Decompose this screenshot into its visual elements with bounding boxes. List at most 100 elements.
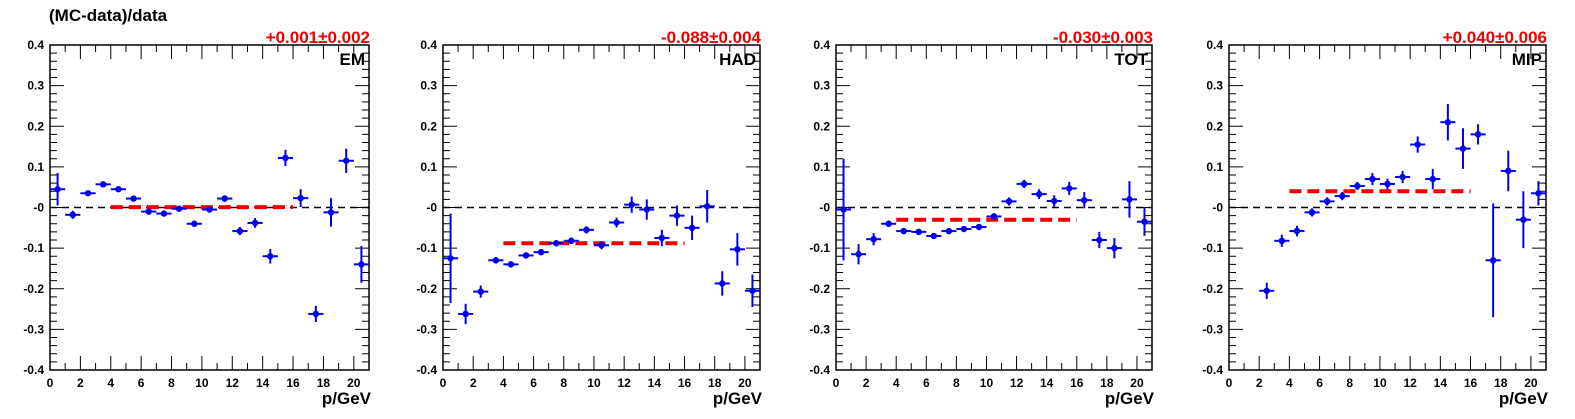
point-marker (598, 242, 605, 249)
y-tick-label: 0.1 (813, 160, 830, 174)
point-marker (870, 235, 877, 243)
point-marker (492, 257, 500, 264)
x-axis-label: p/GeV (713, 389, 763, 408)
point-marker (1369, 175, 1376, 183)
data-point (1319, 197, 1335, 206)
data-point (971, 223, 987, 231)
y-tick-label: 0.3 (420, 79, 437, 93)
data-point (866, 233, 882, 246)
x-tick-label: 2 (470, 376, 477, 390)
x-tick-label: 10 (195, 376, 209, 390)
point-marker (1111, 244, 1118, 252)
x-tick-label: 18 (317, 376, 331, 390)
panel-label: TOT (1114, 50, 1148, 69)
data-point (1485, 203, 1501, 318)
data-point (911, 228, 927, 236)
data-point (1136, 207, 1152, 236)
data-point (941, 227, 957, 235)
point-marker (358, 261, 365, 268)
point-marker (1096, 236, 1103, 244)
x-tick-label: 0 (833, 376, 840, 390)
x-tick-label: 16 (1070, 376, 1084, 390)
point-marker (1520, 216, 1527, 223)
point-marker (447, 255, 454, 262)
data-point (881, 220, 897, 227)
data-point (443, 213, 459, 303)
y-tick-label: 0.4 (813, 38, 830, 52)
y-tick-label: 0.3 (27, 79, 44, 93)
data-point (986, 213, 1002, 220)
y-tick-label: -0.4 (23, 363, 44, 377)
point-marker (1339, 192, 1346, 200)
data-point (1349, 181, 1365, 191)
y-tick-label: 0.1 (1206, 160, 1223, 174)
x-tick-label: 8 (1346, 376, 1353, 390)
data-point (1001, 197, 1017, 206)
data-point (125, 195, 142, 202)
y-tick-label: -0.1 (416, 241, 437, 255)
point-marker (69, 211, 76, 219)
point-marker (1444, 118, 1452, 126)
point-marker (477, 288, 484, 295)
data-point (1106, 237, 1122, 259)
x-tick-label: 20 (1524, 376, 1538, 390)
y-tick-label: -0.3 (1202, 322, 1223, 336)
point-marker (719, 280, 726, 287)
x-tick-label: 10 (587, 376, 601, 390)
point-marker (855, 251, 862, 258)
data-point (1440, 103, 1456, 141)
data-point (1500, 150, 1516, 192)
y-tick-label: -0.4 (416, 363, 437, 377)
data-point (1076, 192, 1092, 209)
point-marker (628, 201, 635, 208)
x-tick-label: 18 (1100, 376, 1114, 390)
data-point (171, 205, 187, 212)
data-point (1121, 181, 1137, 218)
x-tick-label: 16 (286, 376, 300, 390)
point-marker (1474, 131, 1482, 138)
y-tick-label: -0.2 (23, 282, 44, 296)
data-point (593, 241, 610, 250)
data-point (1530, 181, 1546, 206)
x-tick-label: 16 (1464, 376, 1478, 390)
data-point (926, 232, 942, 240)
point-marker (945, 227, 953, 235)
data-point (1046, 195, 1062, 207)
x-tick-label: 6 (138, 376, 145, 390)
data-point (201, 206, 218, 213)
y-tick-label: 0.4 (27, 38, 44, 52)
data-point (141, 208, 157, 215)
data-point (956, 225, 972, 233)
data-point (1364, 172, 1380, 186)
point-marker (1005, 198, 1013, 205)
y-tick-label: -0 (1212, 201, 1223, 215)
x-tick-label: 8 (953, 376, 960, 390)
point-marker (749, 287, 756, 294)
point-marker (507, 261, 515, 268)
point-marker (658, 234, 666, 242)
point-marker (1384, 180, 1391, 188)
point-marker (1278, 237, 1286, 245)
fit-result-text: +0.040±0.006 (1443, 28, 1547, 47)
point-marker (583, 226, 590, 234)
x-tick-label: 4 (107, 376, 114, 390)
y-tick-label: 0.4 (420, 38, 437, 52)
panel-had: -0.4 -0.3 -0.2 -0.1 -0 0.1 0.2 0.3 0.4 0 2 4 6 8 10 12 1… (416, 28, 762, 408)
data-point (609, 217, 625, 228)
data-point (277, 149, 294, 167)
data-point (1395, 170, 1411, 184)
y-tick-label: -0 (426, 201, 437, 215)
y-tick-label: -0.1 (809, 241, 830, 255)
data-point (639, 199, 655, 220)
point-marker (1035, 190, 1043, 198)
data-point (353, 246, 369, 283)
data-point (654, 229, 670, 247)
y-axis-title: (MC-data)/data (49, 6, 168, 25)
panel-mip: -0.4 -0.3 -0.2 -0.1 -0 0.1 0.2 0.3 0.4 0 2 4 6 8 10 12 1… (1202, 28, 1548, 408)
y-tick-label: 0.4 (1206, 38, 1223, 52)
x-tick-label: 18 (1494, 376, 1508, 390)
x-tick-label: 4 (500, 376, 507, 390)
x-tick-label: 0 (1226, 376, 1233, 390)
point-marker (115, 186, 122, 193)
x-tick-label: 0 (47, 376, 54, 390)
